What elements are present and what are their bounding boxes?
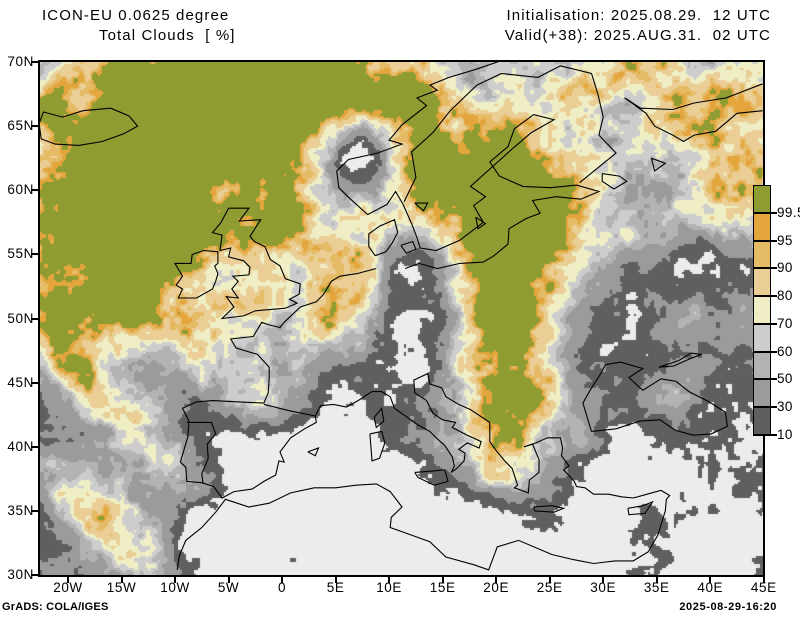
lon-tick-label: 15E <box>429 580 456 595</box>
grads-credit: GrADS: COLA/IGES <box>2 601 109 613</box>
lon-tick-label: 5W <box>217 580 240 595</box>
colorbar-tickmark <box>753 295 777 298</box>
model-title: ICON-EU 0.0625 degree <box>42 7 230 24</box>
lat-tickmark <box>31 445 38 448</box>
lon-tick-label: 35E <box>643 580 670 595</box>
lon-tick-label: 5E <box>326 580 345 595</box>
colorbar-segment <box>754 213 770 242</box>
lon-tickmark <box>441 577 444 583</box>
colorbar-label: 80 <box>777 288 793 304</box>
colorbar-tickmark <box>753 434 777 436</box>
lon-tickmark <box>227 577 230 583</box>
colorbar-tickmark <box>753 378 777 381</box>
lon-tickmark <box>120 577 123 583</box>
lon-tickmark <box>334 577 337 583</box>
colorbar-tickmark <box>753 267 777 270</box>
lat-tick-label: 30N <box>7 567 34 582</box>
lon-tickmark <box>655 577 658 583</box>
colorbar-tickmark <box>753 239 777 242</box>
lon-tick-label: 45E <box>750 580 777 595</box>
initialisation-time: Initialisation: 2025.08.29. 12 UTC <box>506 7 771 24</box>
colorbar-tickmark <box>753 350 777 353</box>
colorbar-label: 99.5 <box>777 204 800 220</box>
lat-tickmark <box>31 509 38 512</box>
lon-tick-label: 15W <box>106 580 137 595</box>
lat-tick-label: 35N <box>7 502 34 518</box>
colorbar-label: 70 <box>777 315 793 331</box>
lon-tick-label: 0 <box>278 580 287 595</box>
lat-tickmark <box>31 317 38 320</box>
lon-tickmark <box>281 577 284 583</box>
coastlines-overlay <box>40 62 763 571</box>
colorbar-segment <box>754 380 770 409</box>
cloud-cover-raster <box>40 62 763 575</box>
lon-tickmark <box>495 577 498 583</box>
lat-tick-label: 55N <box>7 246 34 262</box>
lat-tickmark <box>31 253 38 256</box>
lon-tick-label: 20W <box>53 580 83 595</box>
colorbar-label: 50 <box>777 371 793 387</box>
lon-tickmark <box>174 577 177 583</box>
coastline-path <box>40 62 763 571</box>
lat-tickmark <box>31 125 38 128</box>
colorbar-tickmark <box>753 406 777 409</box>
map-frame <box>38 60 765 577</box>
lon-tick-label: 40E <box>697 580 724 595</box>
valid-time: Valid(+38): 2025.AUG.31. 02 UTC <box>504 27 771 44</box>
lat-tick-label: 60N <box>7 182 34 198</box>
lon-tick-label: 30E <box>590 580 617 595</box>
lat-tick-label: 50N <box>7 310 34 326</box>
lat-tickmark <box>31 189 38 192</box>
colorbar-label: 10 <box>777 427 793 442</box>
colorbar-tickmark <box>753 211 777 214</box>
colorbar-segment <box>754 297 770 325</box>
colorbar-segment <box>754 186 770 214</box>
lon-tickmark <box>602 577 605 583</box>
lon-tickmark <box>548 577 551 583</box>
lon-tickmark <box>388 577 391 583</box>
lat-tickmark <box>31 381 38 384</box>
lon-tickmark <box>67 577 69 583</box>
variable-title: Total Clouds [ %] <box>99 27 236 44</box>
lon-tick-label: 10E <box>376 580 403 595</box>
colorbar-tickmark <box>753 322 777 325</box>
lat-tickmark <box>31 61 38 63</box>
colorbar-label: 90 <box>777 260 793 276</box>
colorbar-label: 30 <box>777 399 793 415</box>
lon-tickmark <box>709 577 712 583</box>
lon-tickmark <box>762 577 765 583</box>
colorbar <box>753 185 771 436</box>
creation-timestamp: 2025-08-29-16:20 <box>679 601 777 613</box>
colorbar-segment <box>754 408 770 436</box>
lat-tick-label: 40N <box>7 438 34 454</box>
lon-tick-label: 10W <box>160 580 190 595</box>
colorbar-segment <box>754 352 770 381</box>
lat-tick-label: 65N <box>7 118 34 134</box>
lat-tick-label: 45N <box>7 374 34 390</box>
colorbar-label: 95 <box>777 232 793 248</box>
colorbar-segment <box>754 241 770 270</box>
colorbar-segment <box>754 269 770 298</box>
colorbar-segment <box>754 324 770 353</box>
lat-tick-label: 70N <box>7 54 34 69</box>
colorbar-label: 60 <box>777 343 793 359</box>
lon-tick-label: 20E <box>483 580 510 595</box>
lon-tick-label: 25E <box>536 580 563 595</box>
lat-tickmark <box>31 574 38 576</box>
